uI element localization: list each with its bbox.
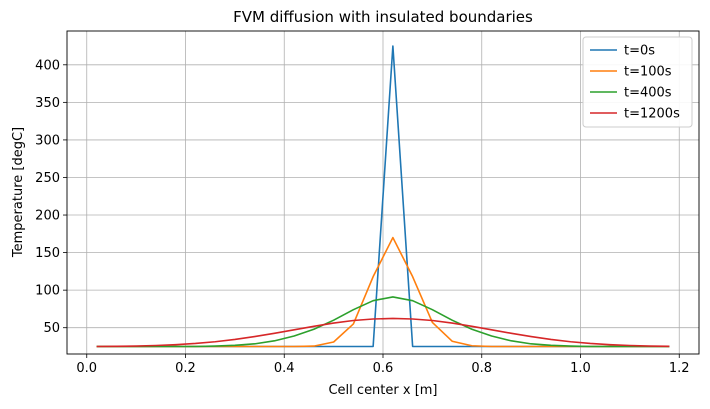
y-tick-label: 400 [35, 58, 60, 73]
series-line-t-1200s [96, 317, 670, 348]
grid [67, 31, 699, 354]
x-tick-label: 1.0 [570, 361, 591, 376]
chart-title: FVM diffusion with insulated boundaries [233, 8, 533, 26]
y-tick-label: 50 [43, 321, 60, 336]
legend-entry: t=400s [624, 86, 672, 101]
series-layer [96, 45, 670, 348]
y-axis-label: Temperature [degC] [11, 127, 26, 258]
x-axis-label: Cell center x [m] [328, 383, 437, 398]
legend-entry: t=1200s [624, 107, 680, 122]
x-tick-label: 0.0 [76, 361, 97, 376]
legend-entry: t=0s [624, 44, 655, 59]
x-tick-label: 1.2 [669, 361, 690, 376]
x-tick-label: 0.2 [175, 361, 196, 376]
x-axis: 0.0 0.2 0.4 0.6 0.8 1.0 1.2 [76, 354, 690, 376]
legend-entry: t=100s [624, 65, 672, 80]
x-tick-label: 0.6 [373, 361, 394, 376]
y-tick-label: 150 [35, 246, 60, 261]
legend-box [582, 36, 693, 128]
x-tick-label: 0.4 [274, 361, 295, 376]
series-line-t-400s [96, 296, 670, 348]
y-tick-label: 100 [35, 284, 60, 299]
y-axis: 50 100 150 200 250 300 350 400 [35, 58, 67, 336]
x-tick-label: 0.8 [471, 361, 492, 376]
y-tick-label: 250 [35, 171, 60, 186]
y-tick-label: 350 [35, 96, 60, 111]
y-tick-label: 300 [35, 133, 60, 148]
y-tick-label: 200 [35, 209, 60, 224]
legend: t=0s t=100s t=400s t=1200s [582, 36, 693, 128]
